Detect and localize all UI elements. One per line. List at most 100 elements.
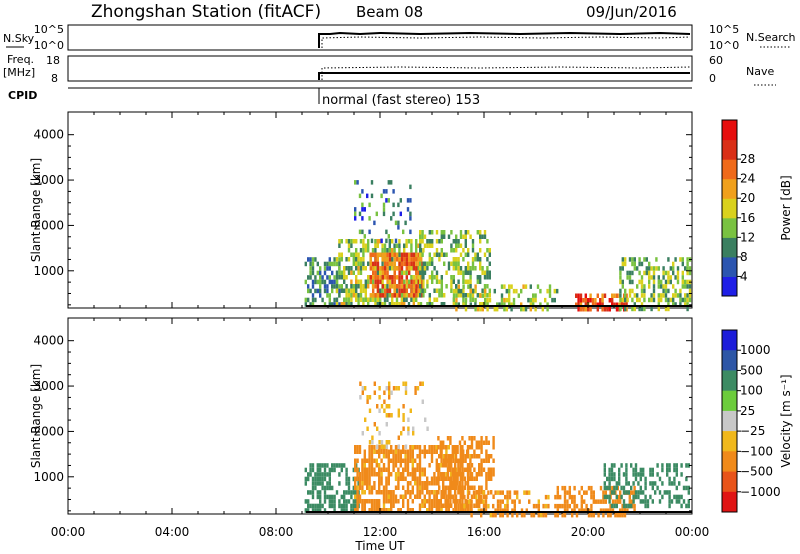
data-cell <box>369 275 372 280</box>
data-cell <box>412 302 415 307</box>
data-cell <box>370 180 374 185</box>
data-cell <box>410 266 413 271</box>
data-cell <box>354 216 357 221</box>
data-cell <box>516 512 519 518</box>
data-cell <box>368 463 371 468</box>
data-cell <box>471 257 475 262</box>
data-cell <box>430 490 434 495</box>
data-cell <box>311 494 315 500</box>
data-cell <box>627 481 630 486</box>
data-cell <box>623 508 627 513</box>
data-cell <box>414 476 417 481</box>
data-cell <box>421 503 424 508</box>
data-cell <box>428 239 431 244</box>
data-cell <box>458 467 462 472</box>
data-cell <box>333 284 336 289</box>
data-cell <box>449 499 452 504</box>
data-cell <box>457 302 460 307</box>
data-cell <box>383 297 387 302</box>
data-cell <box>457 463 460 468</box>
data-cell <box>328 302 331 307</box>
data-cell <box>662 284 665 289</box>
data-cell <box>314 476 317 482</box>
data-cell <box>378 395 381 400</box>
data-cell <box>340 239 343 244</box>
data-cell <box>457 261 460 266</box>
data-cell <box>407 239 411 244</box>
data-cell <box>328 494 331 500</box>
data-cell <box>393 257 396 262</box>
data-cell <box>455 234 458 239</box>
data-cell <box>471 297 475 302</box>
data-cell <box>418 458 422 463</box>
data-cell <box>522 284 525 289</box>
data-cell <box>475 445 478 450</box>
data-cell <box>651 485 654 491</box>
data-cell <box>359 266 363 271</box>
data-cell <box>428 490 431 495</box>
data-cell <box>684 266 687 271</box>
data-cell <box>450 458 453 463</box>
data-cell <box>688 297 692 303</box>
data-cell <box>428 302 431 307</box>
data-cell <box>338 275 341 280</box>
colorbar-segment <box>722 471 737 493</box>
data-cell <box>452 266 455 271</box>
data-cell <box>417 266 420 271</box>
data-cell <box>354 458 357 463</box>
data-cell <box>386 279 389 285</box>
data-cell <box>393 248 396 253</box>
data-cell <box>316 288 319 294</box>
data-cell <box>410 275 413 280</box>
data-cell <box>479 279 482 284</box>
data-cell <box>468 445 471 450</box>
data-cell <box>410 257 413 262</box>
data-cell <box>368 508 371 513</box>
data-cell <box>459 293 463 298</box>
data-cell <box>584 298 587 303</box>
data-cell <box>390 494 393 499</box>
nsearch-trace <box>321 36 691 48</box>
data-cell <box>423 261 427 266</box>
data-cell <box>676 270 680 276</box>
data-cell <box>375 211 378 217</box>
data-cell <box>397 408 400 413</box>
data-cell <box>603 472 606 477</box>
data-cell <box>328 297 331 303</box>
data-cell <box>304 279 307 285</box>
data-cell <box>408 252 411 258</box>
data-cell <box>376 284 380 289</box>
data-cell <box>640 275 644 280</box>
data-cell <box>471 266 475 271</box>
data-cell <box>388 275 392 280</box>
data-cell <box>615 307 619 312</box>
data-cell <box>358 494 362 499</box>
data-cell <box>624 306 627 312</box>
data-cell <box>396 275 399 280</box>
data-cell <box>438 257 441 262</box>
data-cell <box>319 508 322 513</box>
data-cell <box>376 426 379 431</box>
data-cell <box>369 279 372 285</box>
data-cell <box>657 293 660 298</box>
data-cell <box>444 454 447 459</box>
data-cell <box>513 508 516 513</box>
data-cell <box>583 490 586 495</box>
data-cell <box>541 306 544 312</box>
data-cell <box>594 298 597 303</box>
data-cell <box>628 494 631 500</box>
data-cell <box>469 458 472 463</box>
data-cell <box>591 298 595 303</box>
data-cell <box>405 275 408 280</box>
data-cell <box>368 216 371 221</box>
data-cell <box>487 440 490 445</box>
data-cell <box>363 207 366 212</box>
data-cell <box>393 243 396 248</box>
data-cell <box>454 463 457 468</box>
data-cell <box>687 485 690 491</box>
data-cell <box>618 476 621 482</box>
data-cell <box>412 288 416 294</box>
data-cell <box>619 490 622 495</box>
